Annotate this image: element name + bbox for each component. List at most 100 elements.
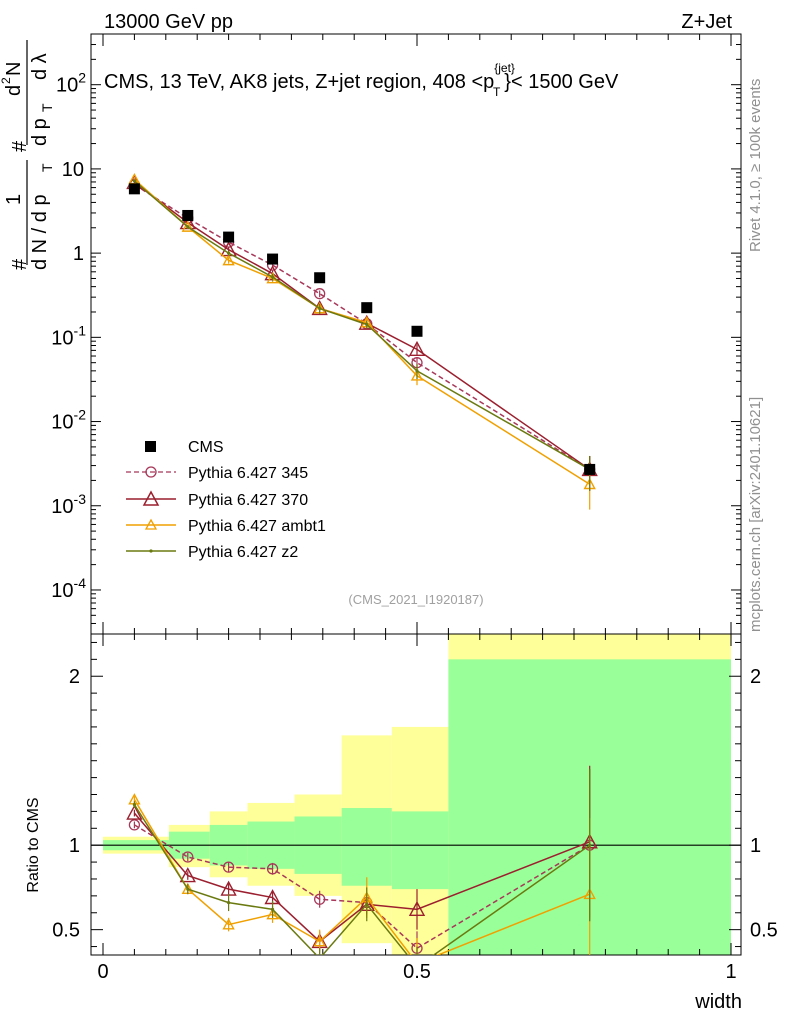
ratio-line-1 [133, 812, 590, 943]
legend-label-ambt1: Pythia 6.427 ambt1 [188, 518, 326, 535]
main-ylabel: # 1 d N / d p T # d p T d 2 N d λ [0, 40, 55, 270]
cms-data-point [182, 209, 194, 221]
ratio-point [588, 843, 592, 847]
title-tail: }< 1500 GeV [504, 71, 619, 93]
data-point [314, 288, 326, 300]
legend-marker-370 [142, 490, 160, 506]
y-tick-label: 102 [56, 70, 86, 97]
ratio-point [126, 804, 143, 820]
ratio-point [266, 863, 279, 875]
ratio-point [186, 887, 190, 891]
y-tick-label: 1 [73, 243, 84, 265]
data-point [311, 300, 328, 316]
y-tick-label: 10-2 [51, 407, 86, 434]
main-series [126, 172, 598, 510]
analysis-id: (CMS_2021_I1920187) [348, 592, 483, 607]
data-point [270, 275, 275, 279]
ylabel-dp-sub: T [39, 103, 55, 112]
data-point [222, 253, 235, 266]
y-tick-label: 0.5 [52, 920, 80, 942]
ylabel-hash-1: # [9, 258, 31, 270]
legend-label-370: Pythia 6.427 370 [188, 492, 308, 509]
ratio-line-3 [133, 804, 591, 955]
data-point [181, 220, 194, 232]
series-line-1 [134, 184, 591, 471]
x-tick-label: 1 [725, 961, 736, 983]
y-tick-label-right: 0.5 [750, 920, 778, 942]
legend-marker-z2 [149, 549, 153, 553]
y-tick-label-right: 1 [750, 835, 761, 857]
title-subscript: T [493, 85, 501, 99]
legend-label-cms: CMS [188, 439, 224, 456]
ratio-point [408, 900, 426, 917]
rivet-version-label: Rivet 4.1.0, ≥ 100k events [747, 79, 764, 252]
cms-data-point [314, 272, 326, 284]
cms-data-point [267, 253, 279, 265]
ratio-line-2 [133, 799, 590, 955]
y-tick-label: 1 [69, 835, 80, 857]
series-line-4 [133, 180, 591, 471]
legend-label-z2: Pythia 6.427 z2 [188, 544, 298, 561]
y-tick-label: 2 [69, 666, 80, 688]
data-point [227, 251, 231, 255]
legend-label-345: Pythia 6.427 345 [188, 465, 308, 482]
ratio-point [318, 957, 321, 960]
data-point [415, 369, 419, 373]
data-point [132, 179, 136, 183]
ratio-point [365, 902, 369, 906]
legend-marker-cms [145, 441, 156, 452]
ylabel-denominator-sub: T [39, 163, 55, 172]
ratio-line-0 [134, 824, 591, 950]
main-axes: 10-4 10-3 10-2 10-1 1 10 102 [51, 33, 742, 635]
x-tick-label: 0.5 [403, 961, 431, 983]
ratio-point [182, 851, 194, 863]
y-tick-label-right: 2 [750, 666, 761, 688]
ylabel-dlambda: d λ [29, 53, 51, 80]
legend-marker-345 [145, 466, 157, 478]
band-inner [341, 808, 392, 886]
ratio-point [128, 819, 141, 831]
ratio-series [126, 765, 598, 960]
y-tick-label: 10 [62, 159, 84, 181]
mcplots-source-label: mcplots.cern.ch [arXiv:2401.10621] [747, 397, 764, 632]
cms-data-point [361, 302, 373, 314]
ylabel-n: N [3, 62, 25, 76]
plot-title: CMS, 13 TeV, AK8 jets, Z+jet region, 408… [104, 61, 619, 99]
legend: CMS Pythia 6.427 345 Pythia 6.427 370 Py… [126, 439, 326, 561]
ratio-axes: 0 0.5 1 0.5 0.5 1 1 2 2 [52, 633, 778, 983]
data-point [408, 340, 426, 356]
ylabel-hash-2: # [9, 140, 31, 152]
ylabel-denominator: d N / d p [29, 194, 51, 270]
ratio-point [270, 907, 275, 911]
ratio-point [132, 803, 136, 807]
data-point [186, 225, 190, 229]
ratio-series-group [126, 765, 598, 960]
x-tick-label: 0 [97, 961, 108, 983]
ratio-point [222, 918, 235, 930]
ylabel-dp: d p [29, 118, 51, 146]
header-right: Z+Jet [681, 11, 732, 33]
ratio-point [314, 893, 326, 905]
legend-marker-ambt1 [144, 518, 158, 530]
data-point [410, 369, 424, 381]
ylabel-sup2: 2 [0, 77, 13, 84]
title-superscript: {jet} [494, 61, 515, 75]
y-tick-label: 10-4 [51, 575, 86, 602]
ratio-ylabel: Ratio to CMS [25, 797, 42, 892]
header-left: 13000 GeV pp [104, 11, 233, 33]
data-point [318, 306, 322, 311]
ratio-point [266, 907, 279, 920]
data-point [365, 322, 369, 327]
ratio-point [227, 901, 231, 905]
ylabel-one: 1 [3, 194, 25, 205]
band-inner [391, 811, 449, 890]
cms-data-point [584, 463, 596, 475]
y-tick-label: 10-3 [51, 491, 86, 518]
cms-data-point [223, 231, 235, 243]
ylabel-d: d [3, 85, 25, 96]
x-axis-label: width [694, 991, 742, 1013]
ratio-point [179, 867, 196, 883]
ratio-point [313, 935, 326, 947]
y-tick-label: 10-1 [51, 322, 86, 349]
